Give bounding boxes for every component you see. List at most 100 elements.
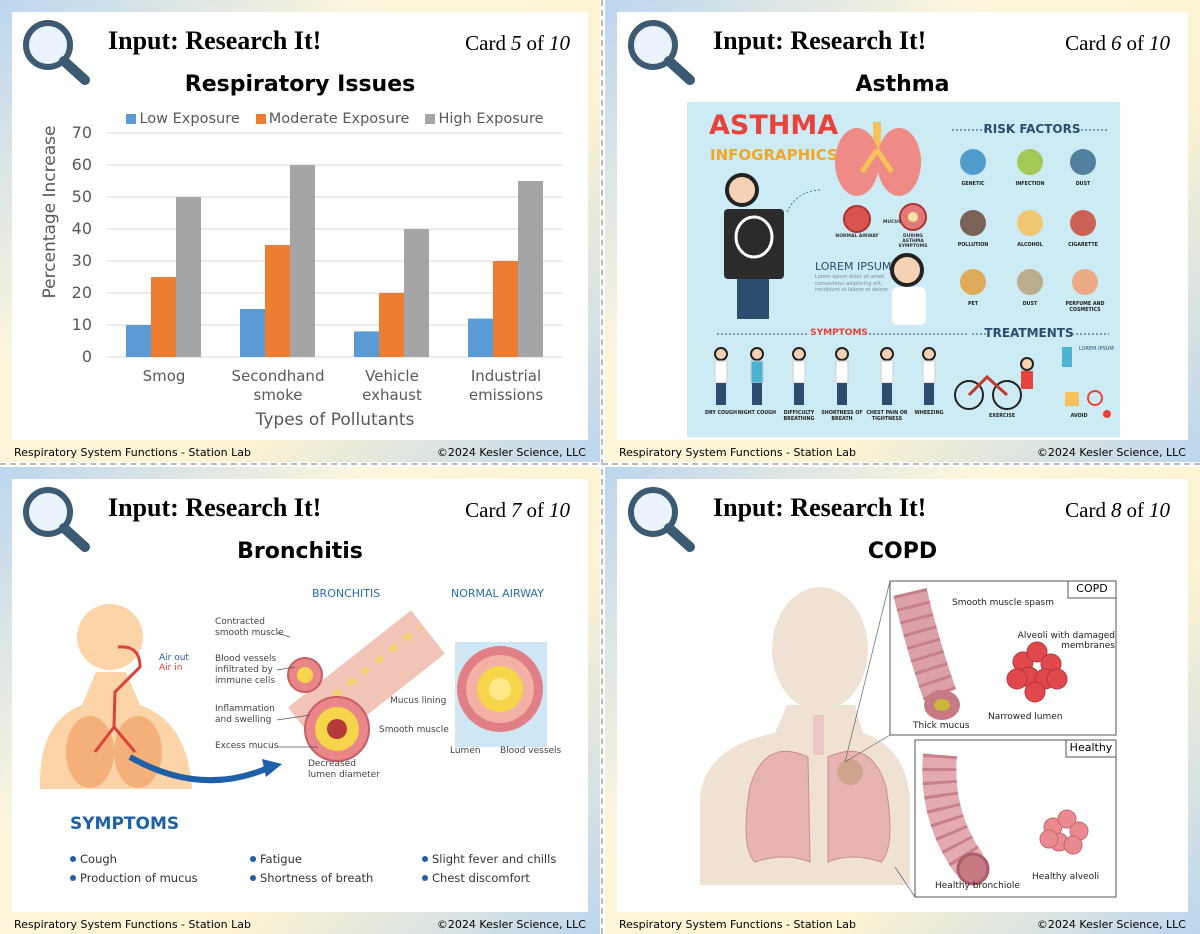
y-tick-label: 60 bbox=[71, 155, 92, 174]
magnifier-icon bbox=[628, 20, 695, 85]
infographic-title: ASTHMA bbox=[709, 110, 839, 141]
symptom-label: SHORTNESS OF BREATH bbox=[821, 411, 863, 422]
risk-icon bbox=[1070, 149, 1096, 175]
footer-left: Respiratory System Functions - Station L… bbox=[14, 918, 251, 931]
person-legs bbox=[737, 279, 769, 319]
card-label-of: of bbox=[1126, 498, 1145, 522]
symptom-figure-body bbox=[750, 360, 764, 384]
card-graphics bbox=[23, 20, 563, 358]
head bbox=[772, 587, 868, 711]
coughing-person bbox=[890, 253, 924, 287]
magnifier-handle bbox=[664, 523, 695, 552]
card: Input: Research It! Card 6 of 10 Asthma Respir… bbox=[605, 0, 1200, 462]
xray-ribs bbox=[734, 215, 774, 259]
symptoms-heading: SYMPTOMS bbox=[810, 328, 868, 338]
bullet bbox=[250, 875, 256, 881]
risk-label: INFECTION bbox=[1015, 182, 1045, 187]
normal-airway-lumen bbox=[489, 678, 511, 700]
air-in-label: Air in bbox=[159, 663, 183, 673]
symptom-figure-legs bbox=[752, 383, 762, 405]
leader-line bbox=[276, 714, 311, 721]
lung bbox=[66, 716, 114, 788]
card-label-number: 6 bbox=[1111, 31, 1122, 55]
cross-section-small-lumen bbox=[297, 667, 313, 683]
lorem-text: Lorem ipsum dolor sit amet, consectetur … bbox=[815, 274, 888, 293]
card-label-total: 10 bbox=[1149, 31, 1170, 55]
x-tick-label: Secondhand smoke bbox=[231, 367, 325, 404]
healthy-alveolus bbox=[1039, 829, 1059, 849]
card-label-number: 8 bbox=[1111, 498, 1122, 522]
symptom: Fatigue bbox=[260, 852, 302, 866]
section-heading: BRONCHITIS bbox=[312, 587, 381, 600]
symptom-figure-head bbox=[835, 347, 849, 361]
avoid-icon bbox=[1087, 390, 1103, 406]
bronchitis-label: Blood vessels infiltrated by immune cell… bbox=[215, 654, 277, 686]
card-label-word: Card bbox=[1065, 31, 1106, 55]
risk-label: CIGARETTE bbox=[1068, 243, 1098, 248]
horizontal-divider bbox=[0, 463, 1200, 465]
y-tick-label: 10 bbox=[71, 315, 92, 334]
symptom-figure-head bbox=[880, 347, 894, 361]
bullet bbox=[70, 856, 76, 862]
symptom: Slight fever and chills bbox=[432, 852, 557, 866]
legend-swatch bbox=[425, 114, 436, 124]
symptom-figure-body bbox=[880, 360, 894, 384]
normal-airway-label: Smooth muscle bbox=[379, 725, 449, 735]
treatment-label: EXERCISE bbox=[989, 414, 1015, 419]
risk-icon bbox=[1017, 269, 1043, 295]
damaged-alveolus bbox=[1046, 668, 1068, 690]
legend-label: Moderate Exposure bbox=[268, 111, 410, 127]
magnifier-lens bbox=[23, 487, 73, 537]
footer-left: Respiratory System Functions - Station L… bbox=[14, 446, 251, 459]
legend-item: Low Exposure bbox=[126, 111, 240, 127]
lorem-heading: LOREM IPSUM bbox=[815, 260, 892, 273]
card-label: Card 6 of 10 bbox=[1065, 31, 1170, 56]
card: Input: Research It! Card 7 of 10 Bronchitis Re… bbox=[0, 467, 600, 934]
symptom-figure-head bbox=[750, 347, 764, 361]
bronchitis-label: Contracted smooth muscle bbox=[215, 617, 284, 638]
symptom-label: CHEST PAIN OR TIGHTNESS bbox=[866, 411, 908, 422]
card-label-word: Card bbox=[1065, 498, 1106, 522]
bar bbox=[176, 197, 201, 357]
card-title: Bronchitis bbox=[237, 539, 363, 564]
card-label-total: 10 bbox=[1149, 498, 1170, 522]
vertical-divider bbox=[601, 0, 603, 934]
card-title: COPD bbox=[867, 539, 938, 564]
footer-right: ©2024 Kesler Science, LLC bbox=[436, 446, 586, 459]
copd-tag bbox=[1067, 580, 1117, 599]
symptom-label: DRY COUGH bbox=[704, 411, 737, 416]
copd-label: Thick mucus bbox=[913, 721, 970, 731]
trachea bbox=[873, 122, 881, 152]
avoid-icon bbox=[1103, 410, 1111, 418]
normal-airway-label: Blood vessels bbox=[500, 746, 562, 756]
symptom-figure-legs bbox=[837, 383, 847, 405]
airway-path bbox=[93, 645, 142, 753]
x-tick-label: Industrial emissions bbox=[468, 367, 544, 404]
symptoms-heading: SYMPTOMS bbox=[70, 814, 180, 834]
bar bbox=[240, 309, 265, 357]
symptom-figure-body bbox=[922, 360, 936, 384]
symptom: Production of mucus bbox=[80, 871, 198, 885]
footer-left: Respiratory System Functions - Station L… bbox=[619, 446, 856, 459]
risk-icon bbox=[1070, 210, 1096, 236]
damaged-area bbox=[837, 759, 863, 785]
header-title: Input: Research It! bbox=[713, 26, 927, 55]
risk-icon bbox=[960, 269, 986, 295]
risk-label: DUST bbox=[1075, 182, 1091, 187]
dotted-arrow bbox=[786, 189, 823, 213]
footer-right: ©2024 Kesler Science, LLC bbox=[1036, 918, 1186, 931]
card: Input: Research It! Card 8 of 10 COPD Respirat… bbox=[605, 467, 1200, 934]
symptom-figure-head bbox=[714, 347, 728, 361]
thick-mucus bbox=[934, 699, 950, 711]
bronchitis-label: Decreased lumen diameter bbox=[308, 759, 380, 780]
callout-line bbox=[844, 580, 891, 763]
risk-heading: RISK FACTORS bbox=[983, 122, 1081, 136]
risk-icon bbox=[1017, 149, 1043, 175]
symptom-figure-body bbox=[792, 360, 806, 384]
card-label-total: 10 bbox=[549, 31, 570, 55]
risk-label: PERFUME AND COSMETICS bbox=[1065, 302, 1105, 313]
healthy-heading: Healthy bbox=[1069, 741, 1113, 754]
bullet bbox=[70, 875, 76, 881]
coughing-person-body bbox=[892, 287, 926, 325]
magnifier-handle bbox=[664, 56, 695, 85]
